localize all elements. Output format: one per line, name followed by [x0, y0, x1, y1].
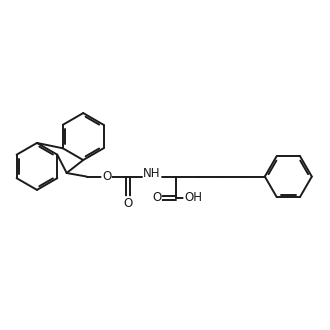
Text: OH: OH — [184, 191, 202, 204]
Text: NH: NH — [143, 167, 161, 180]
Text: O: O — [102, 170, 111, 183]
Text: O: O — [152, 191, 161, 204]
Text: O: O — [123, 197, 132, 210]
